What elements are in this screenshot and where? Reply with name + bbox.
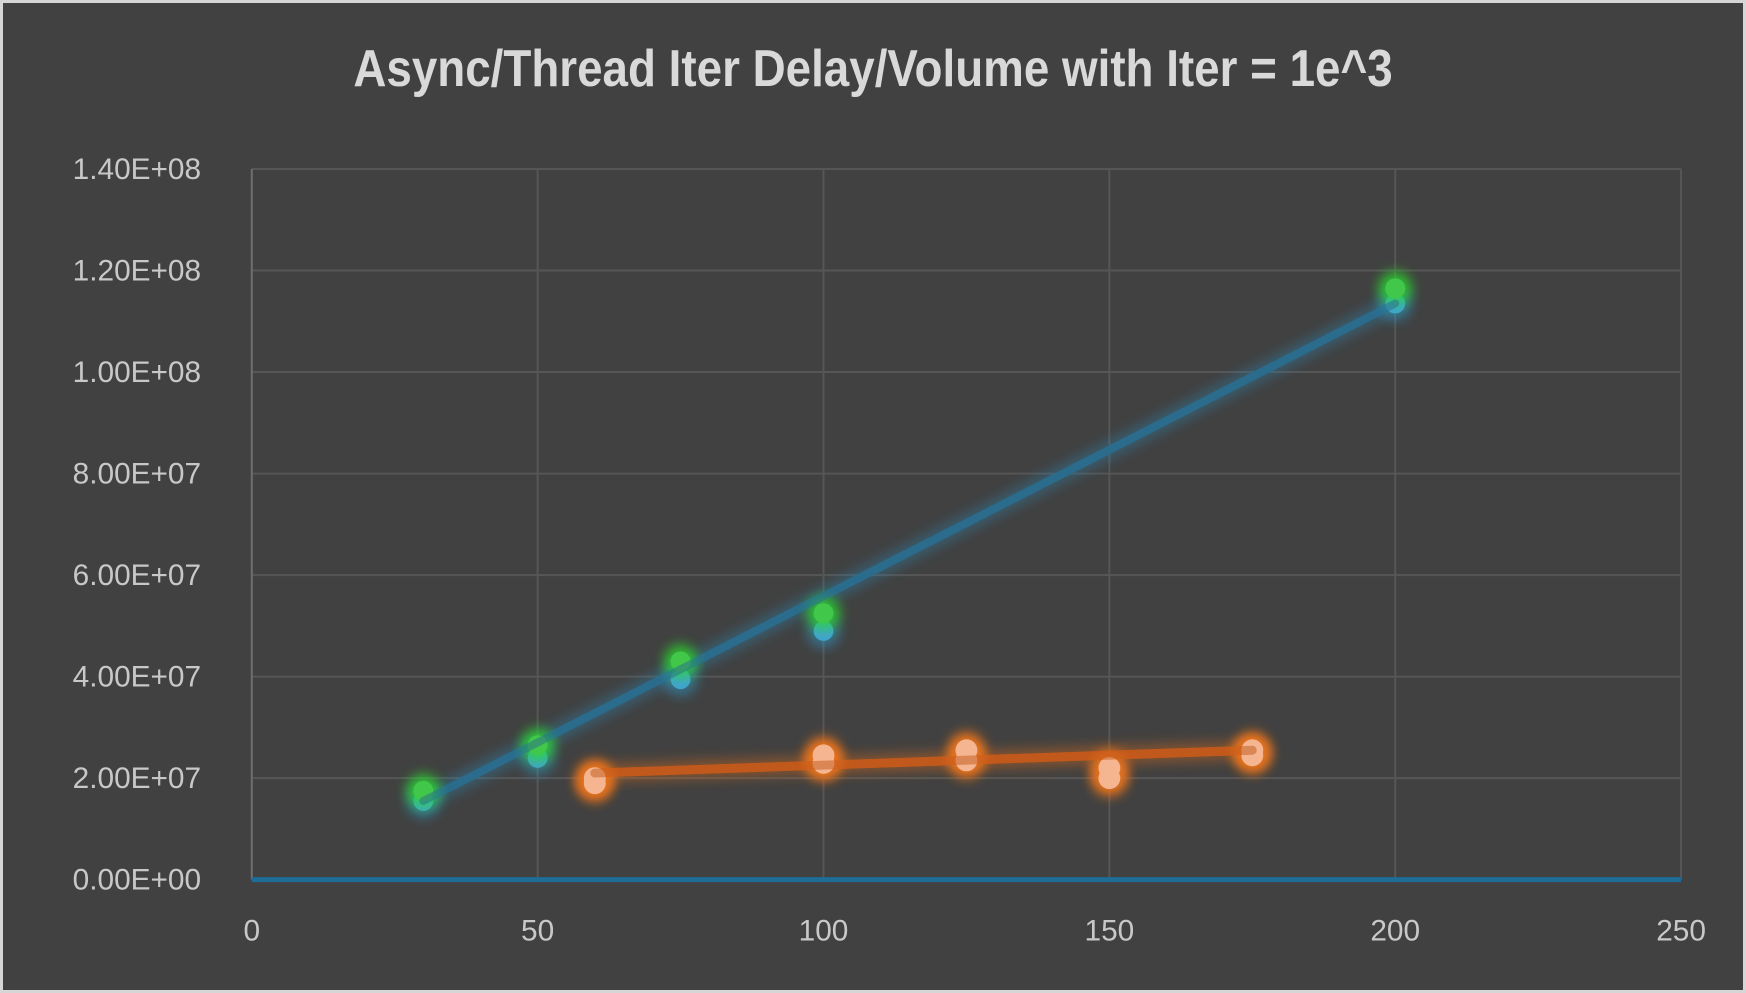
y-tick-label: 4.00E+07 xyxy=(73,661,201,694)
x-tick-label: 0 xyxy=(243,914,260,947)
y-tick-label: 1.20E+08 xyxy=(73,254,201,287)
y-tick-label: 0.00E+00 xyxy=(73,864,201,897)
x-tick-label: 50 xyxy=(521,914,554,947)
x-tick-label: 200 xyxy=(1370,914,1420,947)
y-tick-label: 1.00E+08 xyxy=(73,356,201,389)
y-tick-label: 6.00E+07 xyxy=(73,559,201,592)
chart-title: Async/Thread Iter Delay/Volume with Iter… xyxy=(353,40,1393,98)
x-tick-label: 250 xyxy=(1656,914,1706,947)
orange-series-marker xyxy=(1098,757,1121,779)
chart-canvas: 0.00E+00 2.00E+07 4.00E+07 6.00E+07 8.00E+07… xyxy=(73,153,1706,947)
x-tick-label: 100 xyxy=(799,914,849,947)
blue-series-trendline-overlay xyxy=(419,299,1400,805)
y-tick-label: 1.40E+08 xyxy=(73,153,201,186)
y-tick-label: 2.00E+07 xyxy=(73,762,201,795)
green-series-marker xyxy=(813,603,834,624)
green-series-marker xyxy=(1385,278,1406,299)
x-tick-label: 150 xyxy=(1085,914,1135,947)
y-tick-label: 8.00E+07 xyxy=(73,458,201,491)
orange-series-trendline-overlay xyxy=(590,745,1257,778)
